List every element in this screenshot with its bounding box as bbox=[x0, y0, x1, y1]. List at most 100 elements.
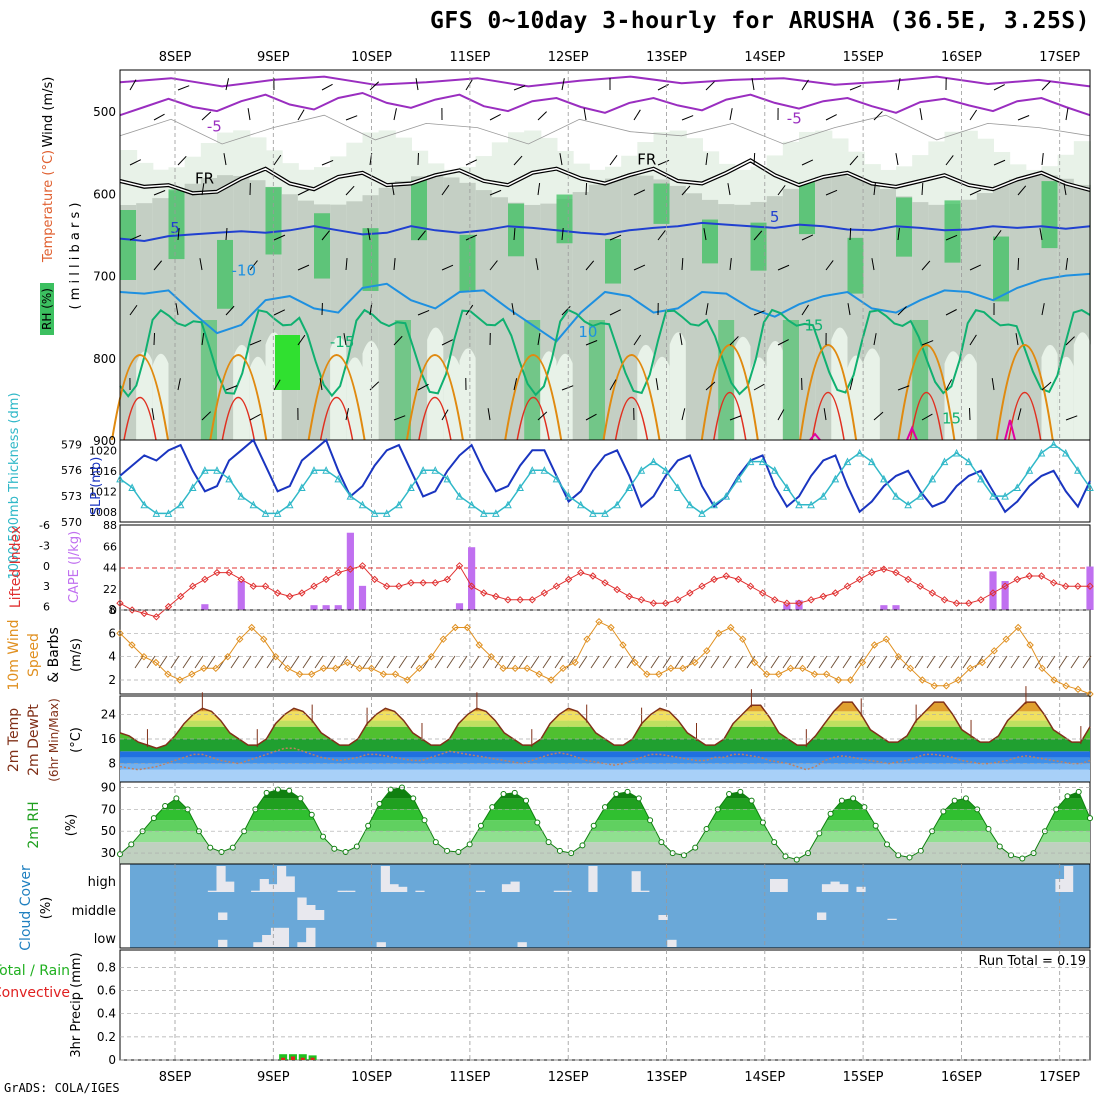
wind-barb bbox=[321, 230, 330, 241]
wind-barb bbox=[225, 385, 238, 391]
rh-marker bbox=[1064, 793, 1071, 800]
temp-band bbox=[120, 739, 1090, 752]
rh-marker bbox=[793, 856, 800, 863]
wind-barb bbox=[818, 655, 828, 669]
wind-barb bbox=[177, 228, 180, 241]
x-tick-label-bottom: 16SEP bbox=[941, 1070, 982, 1085]
rh-shade bbox=[588, 320, 606, 440]
rh-shade bbox=[653, 356, 671, 440]
cloud-bar-high bbox=[398, 886, 408, 892]
contour-label: -15 bbox=[330, 333, 355, 351]
thickness-marker bbox=[795, 500, 803, 509]
wind-barb bbox=[825, 260, 834, 271]
li-marker bbox=[601, 579, 609, 587]
wind-barb bbox=[921, 182, 924, 196]
wind-barb bbox=[801, 234, 814, 241]
li-marker bbox=[540, 589, 549, 597]
wind-barb bbox=[1046, 655, 1056, 669]
cape-bar bbox=[201, 604, 209, 610]
millibars-label: ( m i l l i b a r s ) bbox=[68, 203, 83, 310]
cloud-bar-high bbox=[640, 890, 650, 892]
wind-barb bbox=[273, 309, 286, 316]
thickness-marker bbox=[722, 491, 731, 500]
li-marker bbox=[443, 575, 452, 584]
wind-barb bbox=[201, 333, 205, 346]
wind-barb bbox=[177, 378, 181, 391]
wind-barb bbox=[489, 189, 502, 196]
li-marker bbox=[1013, 575, 1021, 584]
rh-marker bbox=[590, 822, 597, 829]
li-marker bbox=[128, 606, 136, 614]
rh-shade bbox=[831, 327, 849, 440]
li-marker bbox=[419, 579, 427, 587]
li-marker bbox=[407, 579, 415, 587]
wind-barb bbox=[950, 655, 960, 669]
thickness-marker bbox=[710, 500, 718, 509]
contour-label: 10 bbox=[578, 323, 597, 341]
wind-speed-marker bbox=[152, 658, 160, 667]
rh2m-unit-label: (%) bbox=[64, 814, 79, 837]
wind-barb bbox=[873, 183, 876, 196]
cloud-bar-low bbox=[253, 942, 263, 947]
rh-shade bbox=[394, 320, 412, 440]
cloud-bar-middle bbox=[306, 905, 316, 920]
wind-speed-marker bbox=[559, 664, 567, 673]
wind10m-panel bbox=[119, 609, 1091, 695]
wind-barb bbox=[842, 655, 852, 669]
wind-barb bbox=[494, 655, 504, 669]
li-marker bbox=[783, 599, 791, 607]
wind-barb bbox=[681, 115, 694, 121]
wind-barb bbox=[326, 655, 336, 669]
thickness-marker bbox=[649, 457, 658, 466]
li-marker bbox=[904, 575, 912, 584]
wind-barb bbox=[705, 81, 715, 91]
wind-speed-marker bbox=[523, 664, 531, 673]
temp-label: 2m Temp bbox=[6, 708, 22, 772]
wind-barb bbox=[866, 655, 876, 669]
wind-barb bbox=[1041, 81, 1051, 91]
thickness-marker bbox=[576, 500, 585, 509]
li-marker bbox=[686, 589, 694, 597]
wind-barb bbox=[225, 227, 228, 241]
thickness-marker bbox=[880, 474, 888, 483]
wind-barb bbox=[302, 655, 312, 669]
cloud-level-high: high bbox=[88, 875, 116, 890]
wind-barb bbox=[1063, 183, 1067, 196]
wind-speed-marker bbox=[990, 647, 998, 655]
rh-marker bbox=[906, 854, 913, 861]
contour-30 bbox=[1004, 419, 1016, 441]
temp-unit-label: (°C) bbox=[69, 727, 84, 753]
rh-marker bbox=[320, 833, 327, 840]
thickness-marker bbox=[1074, 466, 1082, 474]
wind-barb bbox=[878, 655, 888, 669]
wind-barb bbox=[554, 655, 564, 669]
wind-barb bbox=[319, 378, 323, 391]
wind-barb bbox=[537, 411, 548, 421]
wind-barb bbox=[993, 159, 1006, 166]
cloud-bar-high bbox=[216, 866, 226, 892]
li-line bbox=[119, 564, 1090, 618]
wind-speed-marker bbox=[798, 664, 807, 673]
cloud-bar-middle bbox=[314, 910, 325, 920]
li-marker bbox=[201, 575, 209, 584]
wind-speed-marker bbox=[786, 664, 795, 673]
x-tick-label-bottom: 15SEP bbox=[843, 1070, 884, 1085]
wind-barb bbox=[583, 108, 587, 121]
rh-shade bbox=[1041, 344, 1059, 440]
contour-label: 15 bbox=[942, 410, 961, 428]
x-tick-label-top: 17SEP bbox=[1039, 50, 1080, 65]
wind-barb bbox=[777, 185, 786, 196]
temp-band bbox=[120, 726, 1090, 739]
wind-barb bbox=[206, 655, 216, 669]
cape-tick-label: 0 bbox=[110, 604, 117, 617]
wind-barb bbox=[297, 189, 310, 196]
rh-marker bbox=[692, 844, 699, 851]
wind-speed-line bbox=[119, 621, 1091, 695]
wind-barb bbox=[609, 379, 617, 391]
wind-barb bbox=[753, 230, 763, 241]
wind-barb bbox=[1041, 303, 1045, 316]
thickness-tick-label: 573 bbox=[61, 490, 82, 503]
rh-marker bbox=[579, 842, 586, 849]
wind-barb bbox=[1041, 153, 1044, 166]
wind-barb bbox=[657, 230, 666, 241]
